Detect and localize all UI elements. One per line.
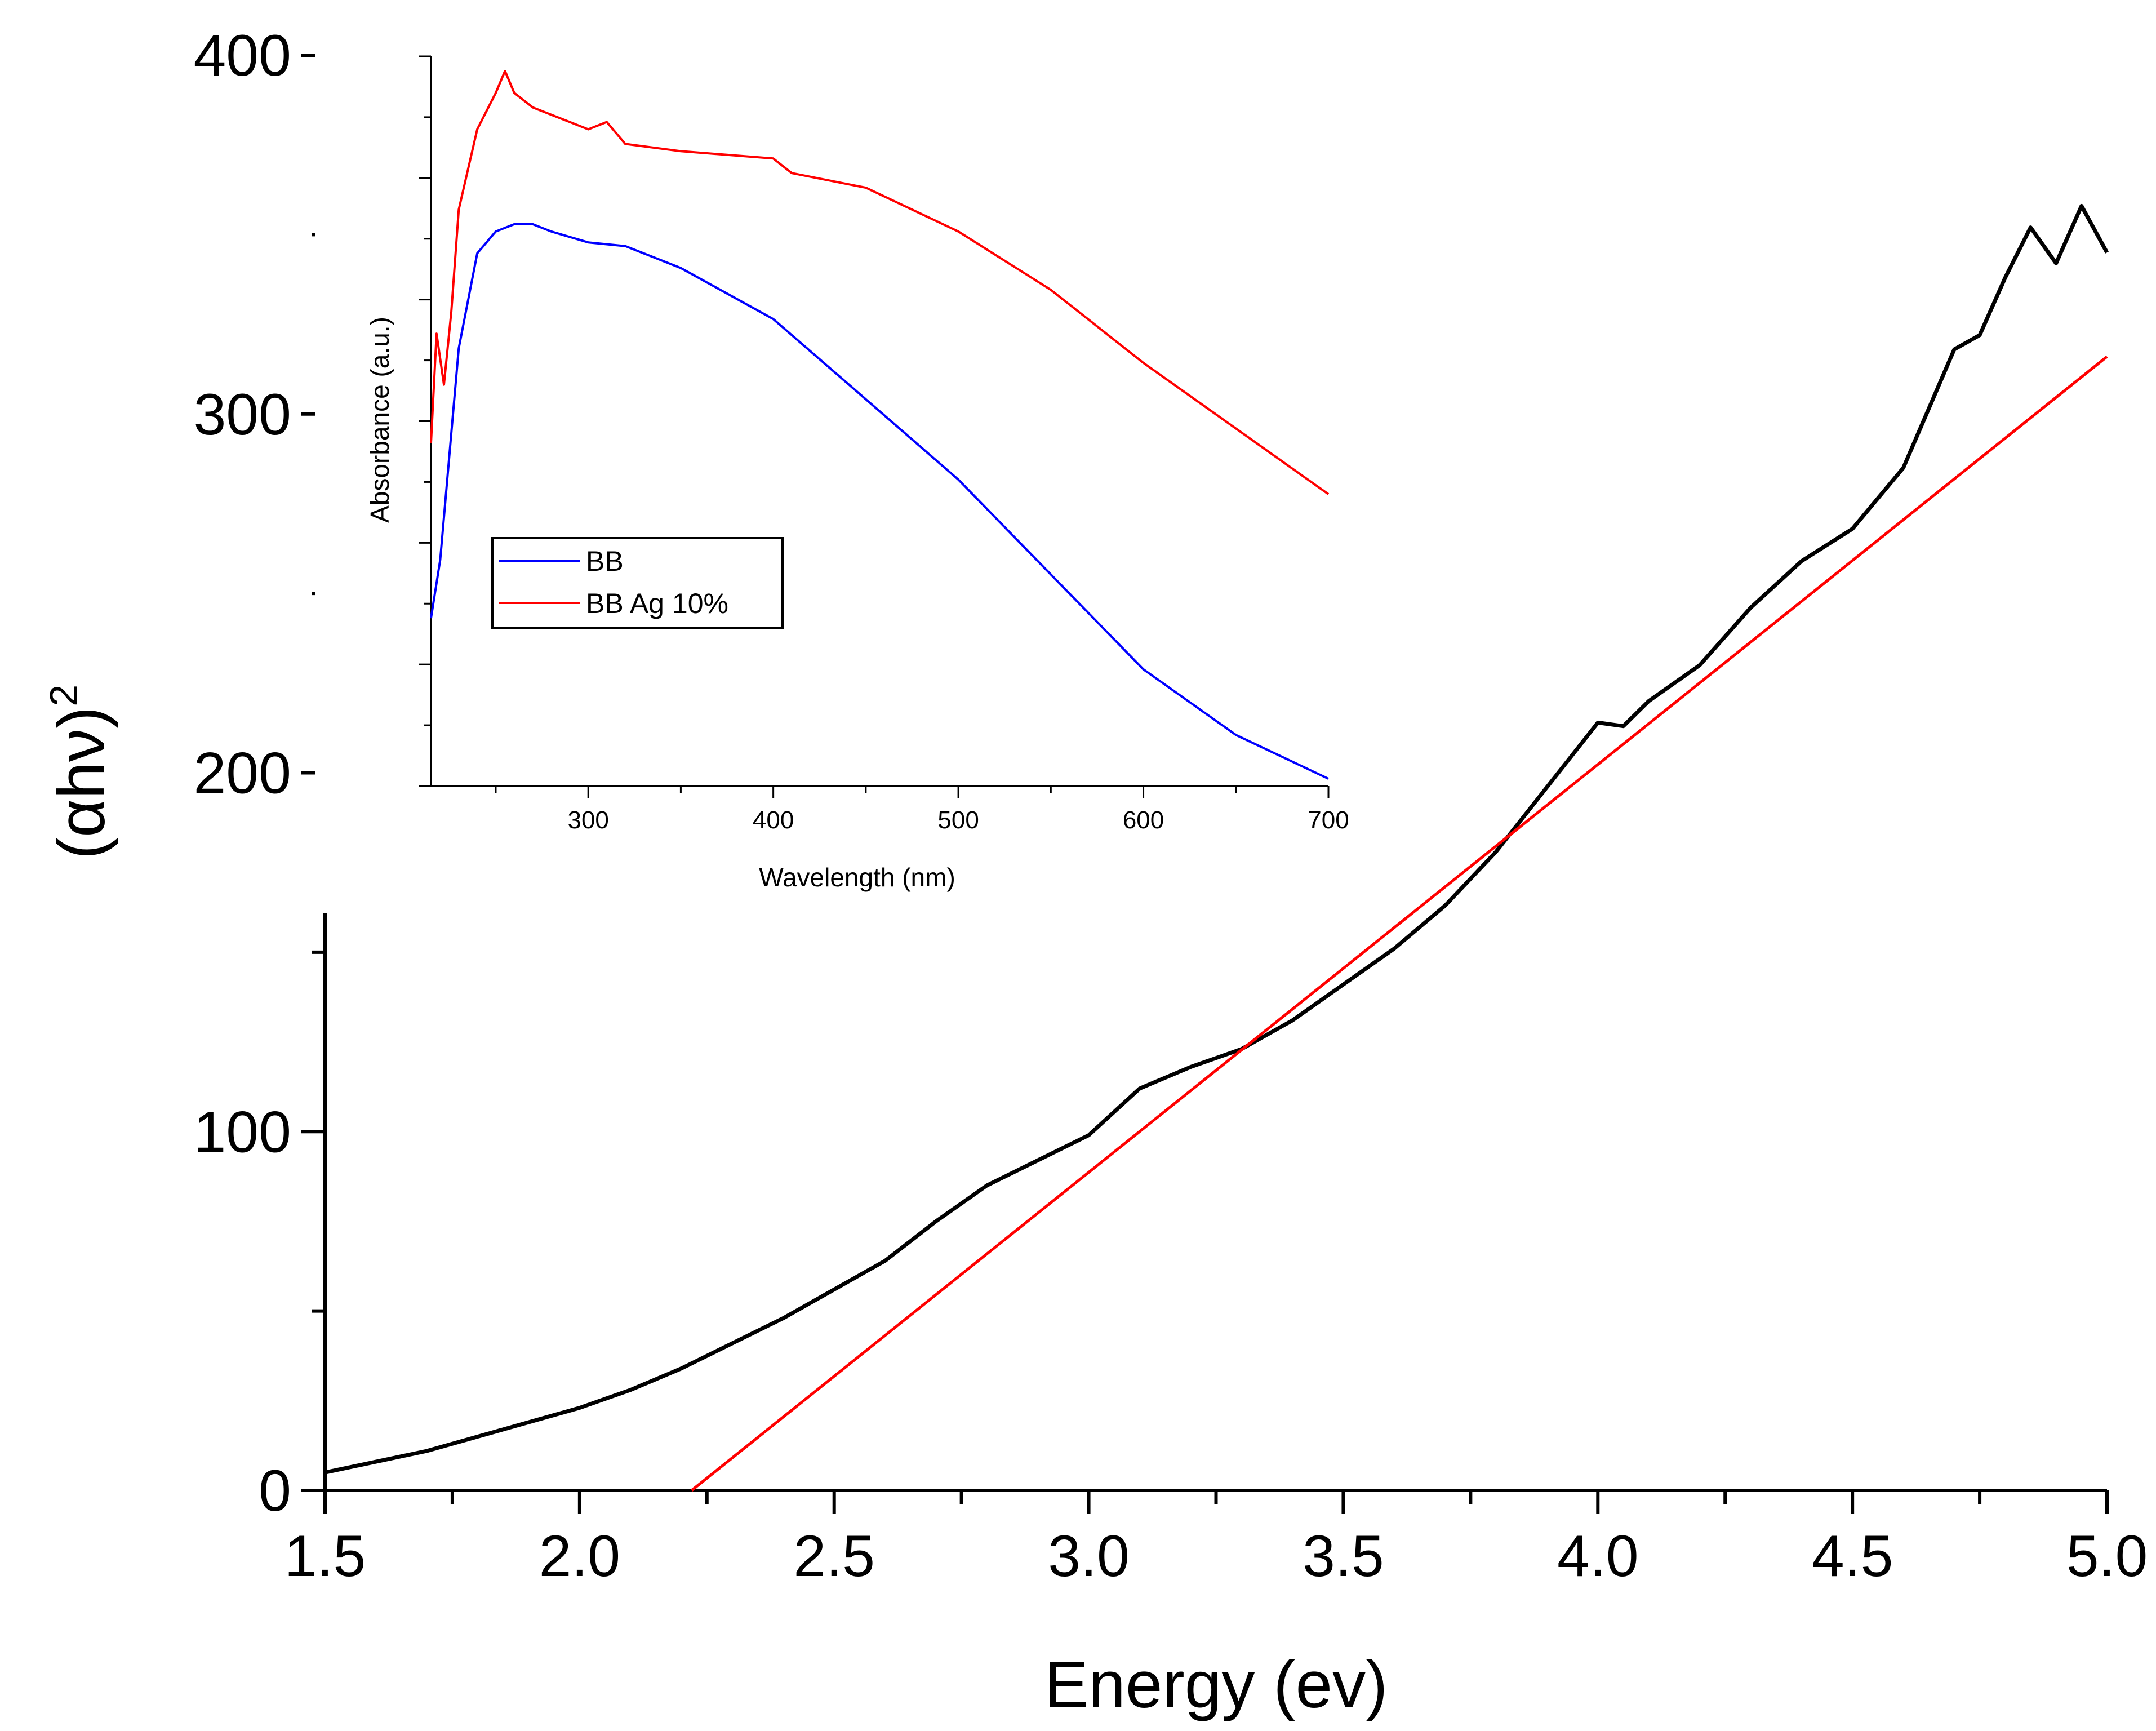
- inset-x-tick-label: 600: [1123, 806, 1164, 834]
- main-x-tick-label: 3.0: [1048, 1524, 1130, 1589]
- inset-x-tick-label: 400: [753, 806, 794, 834]
- main-y-tick-label: 300: [193, 382, 291, 447]
- inset-series-bb-ag-line: [430, 69, 1330, 495]
- main-x-tick-label: 2.5: [793, 1524, 875, 1589]
- legend-label-bb: BB: [586, 545, 624, 577]
- main-series-black-line: [324, 203, 2109, 1475]
- main-y-tick-label: 100: [193, 1099, 291, 1165]
- main-y-axis-title-superscript: 2: [42, 685, 86, 707]
- inset-chart: 300 400 500 600 700 Wavelength (nm) Absorbance…: [315, 51, 1358, 913]
- main-x-axis-title: Energy (ev): [1044, 1648, 1388, 1722]
- inset-x-tick-label: 700: [1308, 806, 1349, 834]
- inset-x-tick-label: 300: [567, 806, 608, 834]
- main-x-tick-label: 2.0: [539, 1524, 621, 1589]
- main-x-tick-label: 4.5: [1812, 1524, 1893, 1589]
- inset-y-axis-title: Absorbance (a.u.): [365, 317, 394, 523]
- main-x-tick-label: 4.0: [1557, 1524, 1639, 1589]
- inset-series-bb-line: [430, 223, 1329, 780]
- main-series-red-fit-line: [691, 355, 2108, 1492]
- main-y-tick-label: 0: [259, 1458, 291, 1524]
- inset-x-axis-title: Wavelength (nm): [759, 863, 955, 892]
- main-x-tick-label: 5.0: [2066, 1524, 2148, 1589]
- main-y-tick-label: 200: [193, 741, 291, 806]
- main-x-tick-label: 1.5: [284, 1524, 366, 1589]
- legend-label-bb-ag: BB Ag 10%: [586, 588, 728, 619]
- inset-legend: BB BB Ag 10%: [491, 537, 784, 629]
- inset-x-tick-label: 500: [937, 806, 979, 834]
- inset-background: [315, 51, 1358, 913]
- main-y-axis-title-base: (αhν): [45, 707, 119, 859]
- main-y-tick-label: 400: [193, 23, 291, 88]
- inset-legend-box: [491, 537, 784, 629]
- main-x-tick-label: 3.5: [1303, 1524, 1384, 1589]
- main-chart: 1.5 2.0 2.5 3.0 3.5 4.0 4.5 5.0 0 100 200 300 400 Ene…: [42, 23, 2148, 1722]
- main-y-axis-title: (αhν)2: [42, 685, 119, 859]
